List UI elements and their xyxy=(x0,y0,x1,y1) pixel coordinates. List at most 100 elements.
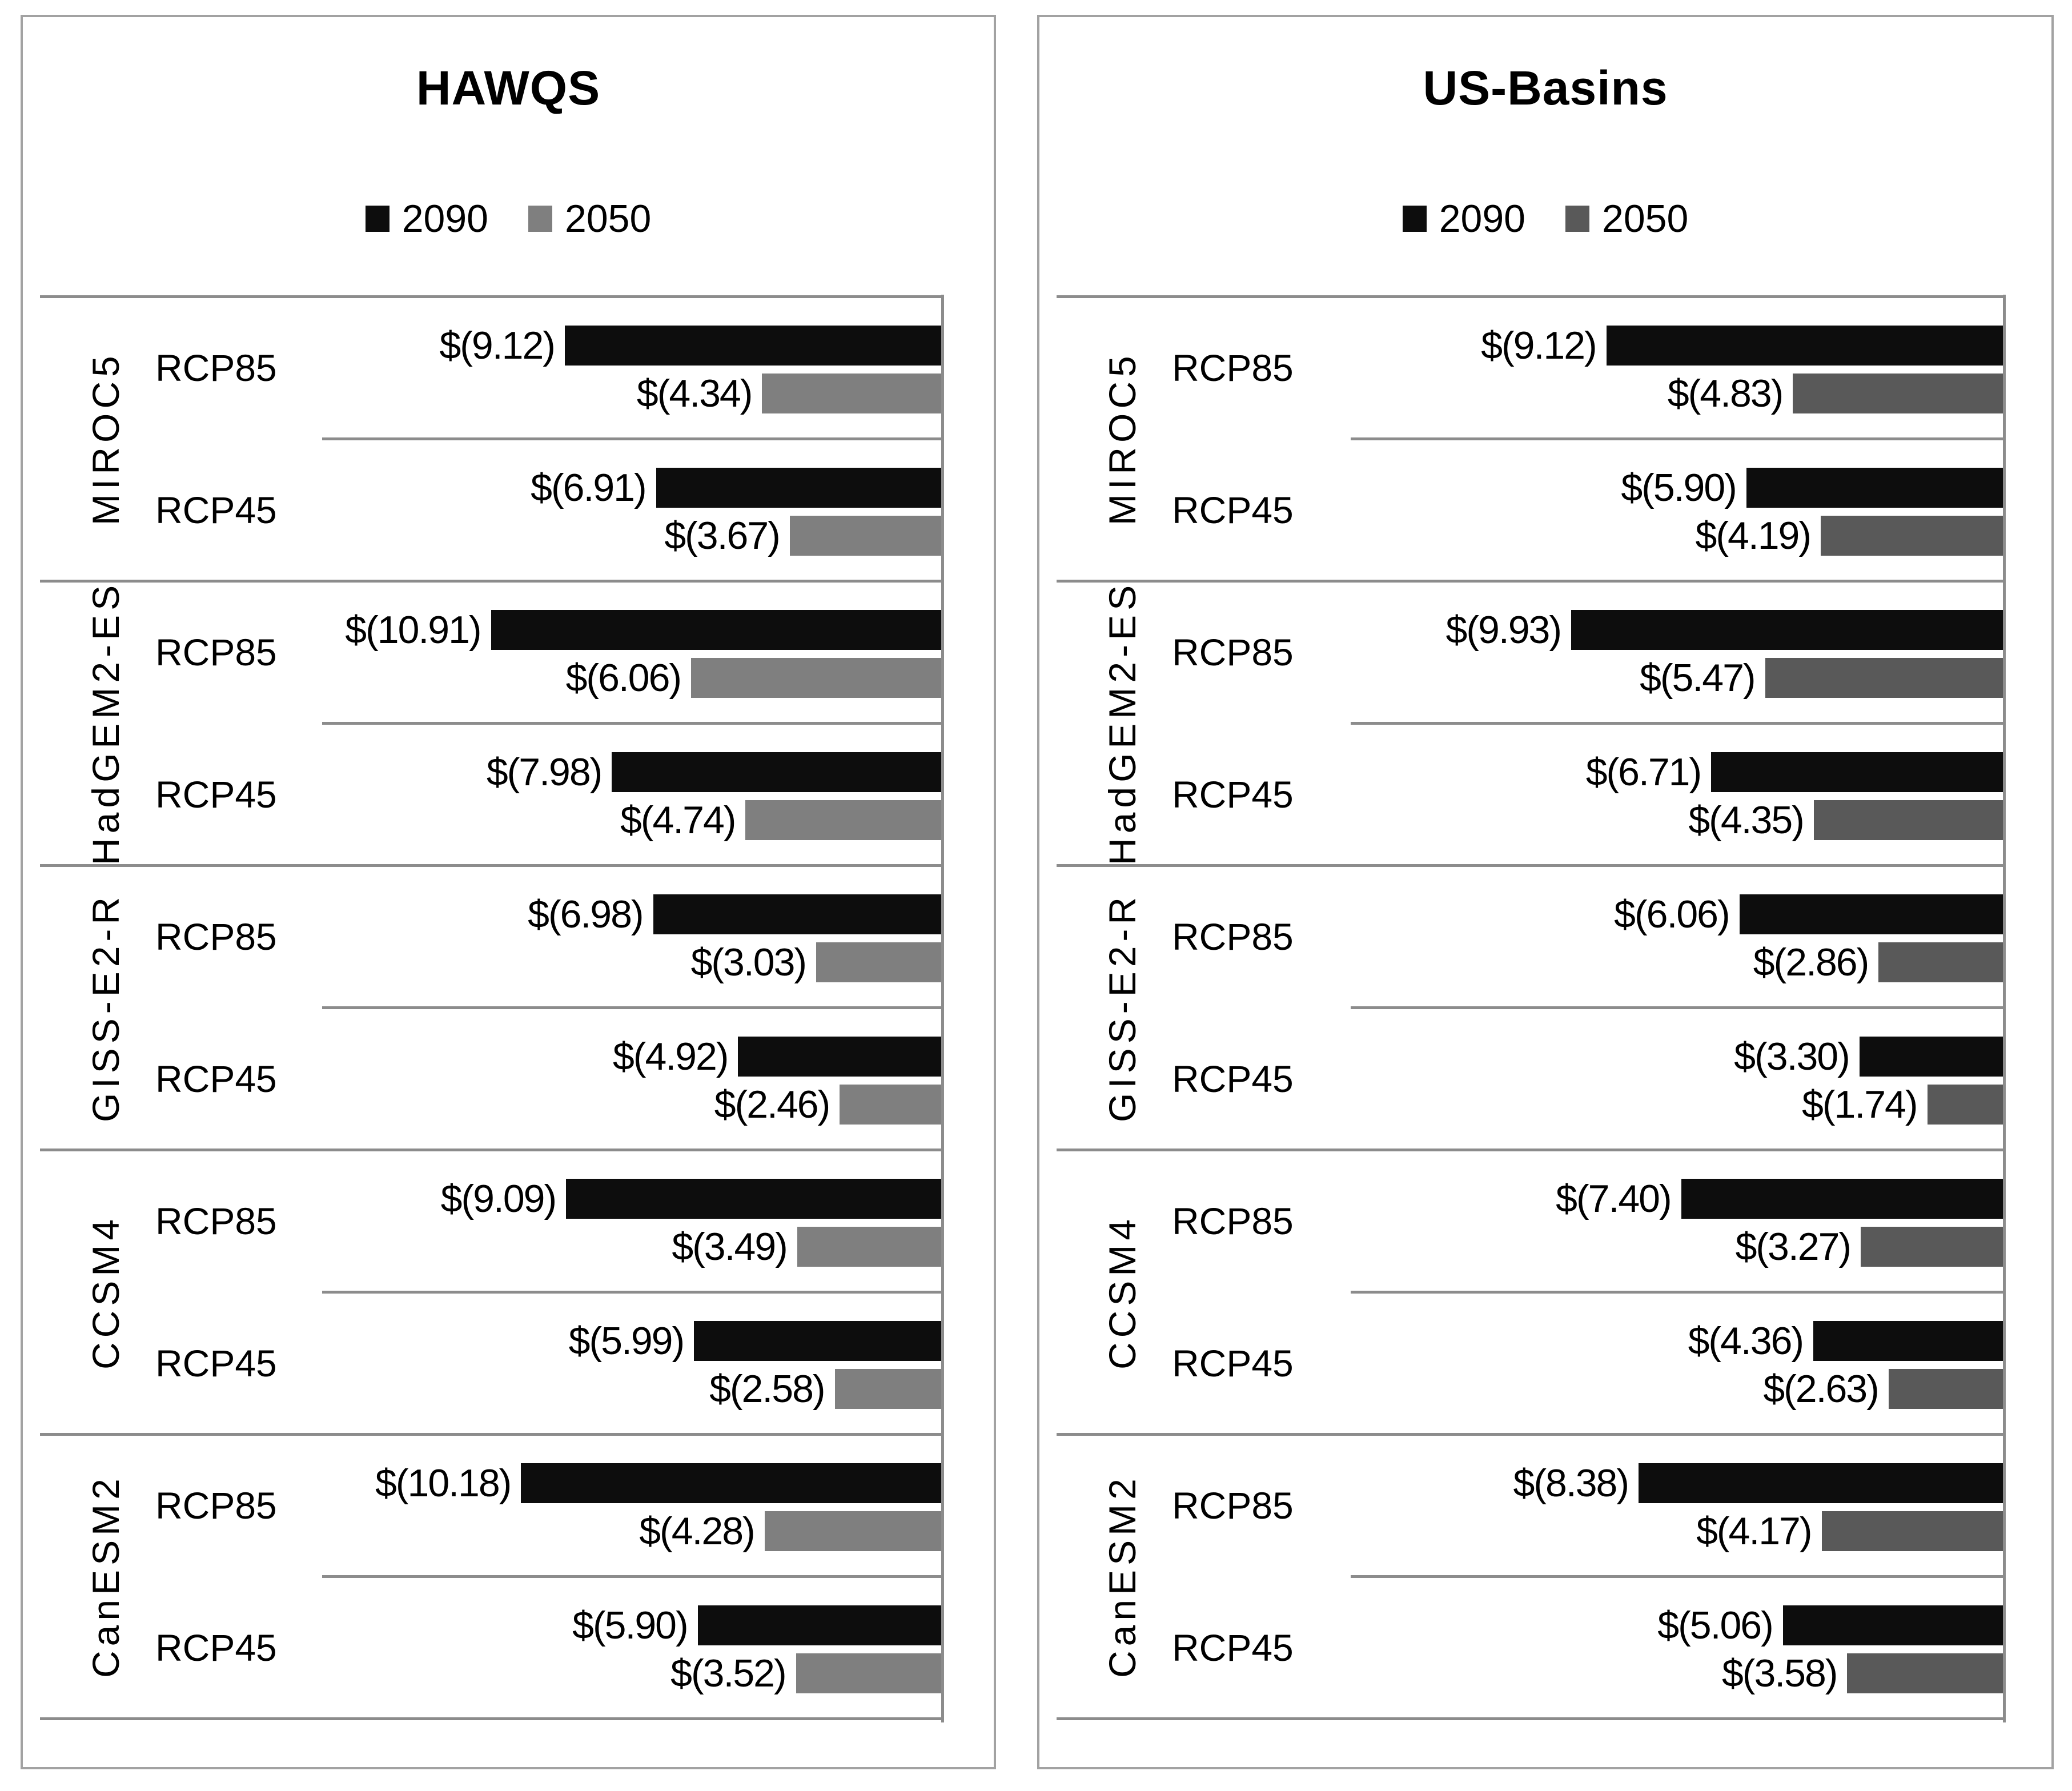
group-separator-line xyxy=(40,1433,941,1436)
group-hadgem2-es: HadGEM2-ES RCP85 $(9.93) $(5.47) RCP45 $… xyxy=(1039,581,2051,865)
row-rcp45: RCP45 $(5.99) $(2.58) xyxy=(23,1292,994,1434)
bar-2090: $(4.36) xyxy=(1688,1319,2003,1363)
scenario-label: RCP45 xyxy=(1172,1057,1294,1100)
bar-value-label: $(9.93) xyxy=(1445,608,1562,652)
row-rcp85: RCP85 $(6.06) $(2.86) xyxy=(1039,865,2051,1007)
scenario-separator-line xyxy=(322,1575,941,1578)
bar-2050: $(3.52) xyxy=(670,1652,941,1695)
row-rcp85: RCP85 $(9.12) $(4.83) xyxy=(1039,296,2051,439)
bar-2050: $(4.19) xyxy=(1696,514,2003,557)
bar-value-label: $(6.91) xyxy=(531,466,647,509)
bar-value-label: $(4.83) xyxy=(1667,372,1784,415)
bar-value-label: $(9.12) xyxy=(1481,324,1597,367)
row-rcp85: RCP85 $(9.09) $(3.49) xyxy=(23,1150,994,1292)
bar-track: $(5.06) $(3.58) xyxy=(1351,1576,2003,1718)
bar-2050: $(5.47) xyxy=(1640,656,2003,700)
scenario-separator-line xyxy=(322,722,941,725)
row-rcp45: RCP45 $(7.98) $(4.74) xyxy=(23,723,994,865)
bar-2090: $(6.91) xyxy=(531,466,941,509)
bar-track: $(6.91) $(3.67) xyxy=(322,439,941,581)
chart-hawqs: HAWQS 2090 2050 MIROC5 RCP85 $(9.12) $(4… xyxy=(21,15,996,1769)
scenario-separator-line xyxy=(322,437,941,440)
bar-value-label: $(7.98) xyxy=(486,750,603,794)
scenario-label: RCP45 xyxy=(1172,1342,1294,1384)
bar-value-label: $(1.74) xyxy=(1802,1083,1918,1126)
bar-track: $(10.91) $(6.06) xyxy=(322,581,941,723)
bar-value-label: $(9.09) xyxy=(440,1177,557,1220)
bar-2090: $(5.90) xyxy=(572,1604,941,1647)
axis-bottom-line xyxy=(40,1717,941,1720)
plot-area: MIROC5 RCP85 $(9.12) $(4.83) RCP45 $(5.9… xyxy=(1039,295,2051,1722)
legend-swatch-2090 xyxy=(365,206,389,232)
scenario-label: RCP85 xyxy=(1172,915,1294,958)
bar-track: $(4.92) $(2.46) xyxy=(322,1007,941,1150)
scenario-label: RCP85 xyxy=(155,915,277,958)
legend-item-2050: 2050 xyxy=(1565,196,1688,241)
group-separator-line xyxy=(40,295,941,298)
bar-track: $(5.90) $(3.52) xyxy=(322,1576,941,1718)
legend: 2090 2050 xyxy=(1039,193,2051,244)
bar-value-label: $(8.38) xyxy=(1513,1461,1629,1505)
bar-2090: $(9.12) xyxy=(1481,324,2003,367)
scenario-label: RCP45 xyxy=(1172,773,1294,816)
bar-value-label: $(4.92) xyxy=(612,1035,729,1078)
scenario-label: RCP85 xyxy=(155,631,277,673)
scenario-separator-line xyxy=(1351,1575,2003,1578)
bar-track: $(5.99) $(2.58) xyxy=(322,1292,941,1434)
bar-2090: $(10.18) xyxy=(375,1461,941,1505)
row-rcp85: RCP85 $(10.91) $(6.06) xyxy=(23,581,994,723)
bar-track: $(6.98) $(3.03) xyxy=(322,865,941,1007)
scenario-label: RCP45 xyxy=(155,1342,277,1384)
legend-label-2090: 2090 xyxy=(401,197,488,240)
group-separator-line xyxy=(40,864,941,867)
bar-track: $(4.36) $(2.63) xyxy=(1351,1292,2003,1434)
legend-swatch-2090 xyxy=(1402,206,1427,232)
bar-2050: $(4.83) xyxy=(1668,372,2003,415)
bar-2050: $(6.06) xyxy=(566,656,941,700)
bar-track: $(9.93) $(5.47) xyxy=(1351,581,2003,723)
bar-value-label: $(9.12) xyxy=(439,324,555,367)
bar-2090: $(7.98) xyxy=(487,750,941,794)
group-hadgem2-es: HadGEM2-ES RCP85 $(10.91) $(6.06) RCP45 … xyxy=(23,581,994,865)
legend-label-2050: 2050 xyxy=(565,197,652,240)
group-separator-line xyxy=(1057,295,2003,298)
bar-value-label: $(3.27) xyxy=(1735,1225,1852,1268)
bar-value-label: $(4.19) xyxy=(1695,514,1812,557)
bar-2090: $(8.38) xyxy=(1513,1461,2003,1505)
bar-2050: $(4.74) xyxy=(620,798,941,842)
group-separator-line xyxy=(1057,1149,2003,1151)
scenario-label: RCP45 xyxy=(155,773,277,816)
scenario-separator-line xyxy=(1351,722,2003,725)
bar-value-label: $(3.49) xyxy=(672,1225,788,1268)
legend-swatch-2050 xyxy=(528,206,552,232)
legend-item-2090: 2090 xyxy=(365,196,488,241)
scenario-label: RCP45 xyxy=(155,1626,277,1669)
scenario-label: RCP85 xyxy=(1172,1199,1294,1242)
bar-2050: $(3.49) xyxy=(672,1225,941,1268)
scenario-separator-line xyxy=(1351,437,2003,440)
bar-value-label: $(10.91) xyxy=(345,608,481,652)
bar-value-label: $(3.58) xyxy=(1721,1652,1838,1695)
row-rcp85: RCP85 $(7.40) $(3.27) xyxy=(1039,1150,2051,1292)
bar-2050: $(4.17) xyxy=(1696,1509,2003,1553)
bar-track: $(7.98) $(4.74) xyxy=(322,723,941,865)
bar-track: $(9.12) $(4.34) xyxy=(322,296,941,439)
group-separator-line xyxy=(1057,580,2003,583)
bar-value-label: $(2.63) xyxy=(1763,1367,1879,1411)
bar-2090: $(6.71) xyxy=(1586,750,2003,794)
row-rcp85: RCP85 $(9.93) $(5.47) xyxy=(1039,581,2051,723)
bar-track: $(9.09) $(3.49) xyxy=(322,1150,941,1292)
zero-axis-line xyxy=(941,295,944,1722)
scenario-separator-line xyxy=(1351,1291,2003,1294)
bar-track: $(9.12) $(4.83) xyxy=(1351,296,2003,439)
scenario-label: RCP85 xyxy=(155,1199,277,1242)
bar-value-label: $(4.17) xyxy=(1696,1509,1812,1553)
bar-2090: $(7.40) xyxy=(1556,1177,2003,1220)
bar-track: $(5.90) $(4.19) xyxy=(1351,439,2003,581)
group-separator-line xyxy=(40,580,941,583)
scenario-label: RCP45 xyxy=(155,488,277,531)
bar-value-label: $(5.47) xyxy=(1640,656,1756,700)
scenario-label: RCP45 xyxy=(1172,1626,1294,1669)
scenario-separator-line xyxy=(322,1291,941,1294)
bar-2090: $(5.99) xyxy=(569,1319,941,1363)
